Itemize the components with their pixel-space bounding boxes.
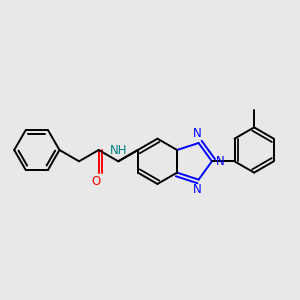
Text: N: N <box>193 183 202 196</box>
Text: NH: NH <box>110 144 127 157</box>
Text: N: N <box>216 155 225 168</box>
Text: O: O <box>92 175 101 188</box>
Text: N: N <box>193 127 202 140</box>
